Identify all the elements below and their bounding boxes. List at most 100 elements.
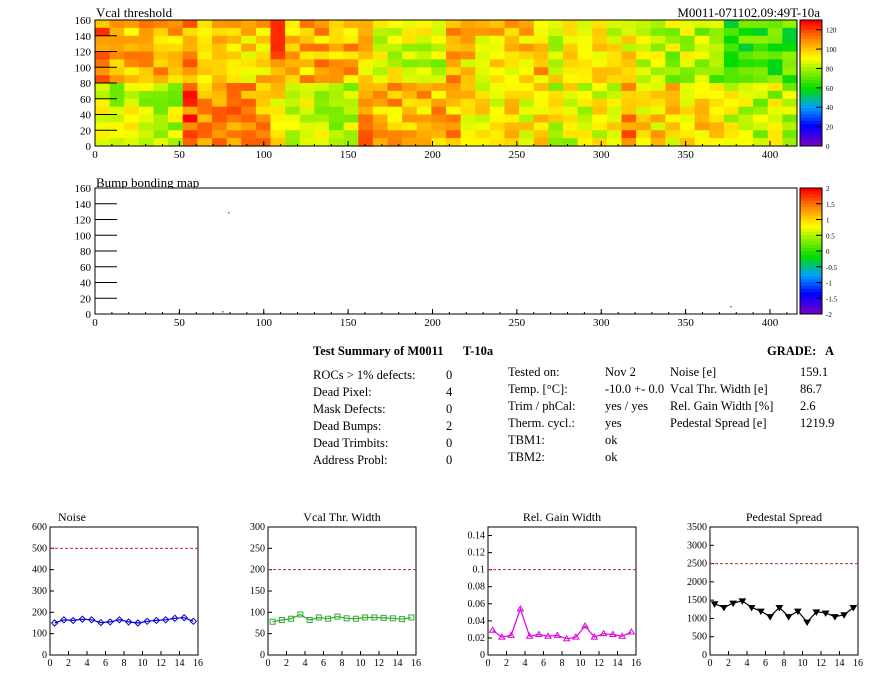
data-point [775,604,784,612]
heatmap-cell [270,75,286,84]
heatmap-cell [738,90,754,100]
heatmap-cell [372,114,389,123]
data-point [106,618,114,626]
heatmap-cell [650,67,666,76]
heatmap-cell [694,130,710,139]
y-tick-label: 0.04 [468,616,486,627]
heatmap-cell [680,98,696,108]
heatmap-cell [358,43,374,53]
palette-band [800,73,822,78]
heatmap-cell [533,35,549,45]
heatmap-cell [372,59,389,68]
heatmap-cell [460,122,476,131]
heatmap-cell [475,75,491,84]
heatmap-cell [606,27,623,37]
heatmap-cell [577,83,593,92]
heatmap-cell [504,122,520,131]
heatmap-cell [270,114,286,123]
palette-tick-label: 20 [826,124,834,132]
heatmap-cell [138,98,155,108]
heatmap-cell [606,83,623,92]
y-tick-label: 160 [75,15,92,27]
heatmap-cell [782,98,798,108]
palette-band [800,307,822,312]
x-tick-label: 2 [726,658,731,669]
palette-band [800,247,822,252]
heatmap-cell [416,43,432,53]
heatmap-cell [460,98,476,108]
heatmap-cell [270,67,286,76]
heatmap-cell [212,90,228,100]
heatmap-cell [650,90,666,100]
heatmap-cell [387,98,403,108]
heatmap-cell [504,43,520,53]
heatmap-cell [153,114,169,123]
plot-frame [267,526,417,656]
heatmap-cell [431,51,447,60]
heatmap-cell [606,67,623,76]
heatmap-cell [431,59,447,68]
summary-label: Dead Trimbits: [313,436,389,450]
palette-band [800,191,822,195]
heatmap-cell [124,20,140,29]
heatmap-cell [270,20,286,29]
heatmap-cell [767,90,783,100]
heatmap-cell [255,83,272,92]
data-point [488,626,497,633]
summary-value: 0 [446,436,453,450]
heatmap-cell [636,138,652,147]
heatmap-cell [636,106,652,116]
color-palette: -2 -1.5 -1 -0.5 0 0.5 1 1.5 2 [799,185,838,319]
heatmap-cell [533,59,549,68]
palette-tick-label: -0.5 [826,264,838,272]
y-tick-label: 600 [32,522,47,533]
data-point [269,618,276,625]
palette-band [800,95,822,100]
heatmap-cell [109,75,125,84]
palette-band [800,291,822,296]
heatmap-cell [504,35,520,45]
heatmap-cell [636,90,652,100]
heatmap-cell [431,90,447,100]
heatmap-cell [153,59,169,68]
heatmap-cell [402,122,418,131]
heatmap-cell [358,90,374,100]
heatmap-cell [153,20,169,29]
heatmap-cell [416,114,432,123]
heatmap-cell [402,98,418,108]
heatmap-cell [519,67,535,76]
heatmap-cell [153,90,169,100]
y-tick-label: 300 [250,522,265,533]
heatmap-cell [270,138,286,147]
heatmap-cell [314,122,330,131]
heatmap-cell [665,75,681,84]
data-point [325,615,332,622]
heatmap-cell [299,90,315,100]
heatmap-cell [285,67,301,76]
heatmap-cell [314,20,330,29]
heatmap-cell [680,114,696,123]
heatmap-cell [241,35,257,45]
plot-title: Vcal Thr. Width [303,510,380,524]
y-tick-label: 100 [75,62,92,74]
palette-band [800,136,822,141]
heatmap-cell [299,67,315,76]
heatmap-cell [548,98,564,108]
data-point [627,627,636,635]
y-tick-label: 1500 [687,595,707,606]
heatmap-cell [548,59,564,68]
heatmap-cell [753,138,769,147]
x-tick-label: 300 [593,317,610,329]
heatmap-cell [738,35,754,45]
y-tick-label: 3500 [687,522,707,533]
heatmap-cell [285,122,301,131]
heatmap-cell [153,138,169,147]
heatmap-cell [650,27,666,37]
x-tick-label: 10 [798,658,808,669]
heatmap-cell [109,43,125,53]
heatmap-cell [285,75,301,84]
grade-value: A [825,344,835,358]
heatmap-cell [416,106,432,116]
heatmap-cell [416,90,432,100]
x-tick-label: 200 [424,317,441,329]
